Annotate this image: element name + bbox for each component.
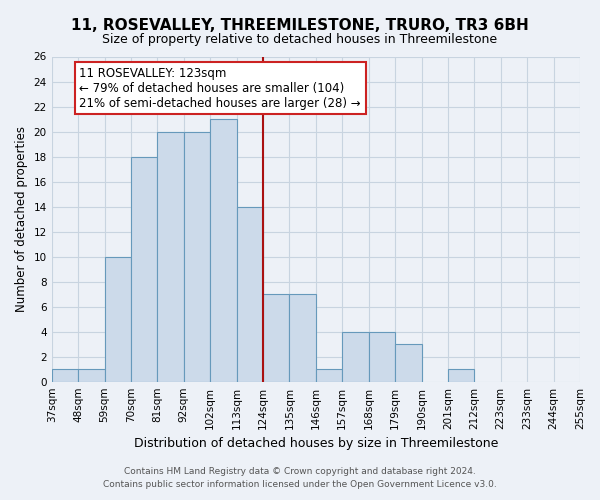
- Bar: [78, 369, 104, 382]
- Text: Contains HM Land Registry data © Crown copyright and database right 2024.
Contai: Contains HM Land Registry data © Crown c…: [103, 468, 497, 489]
- Text: Size of property relative to detached houses in Threemilestone: Size of property relative to detached ho…: [103, 32, 497, 46]
- Bar: [448, 369, 475, 382]
- Bar: [131, 156, 157, 382]
- Bar: [52, 369, 78, 382]
- Bar: [289, 294, 316, 382]
- Bar: [342, 332, 368, 382]
- Text: 11, ROSEVALLEY, THREEMILESTONE, TRURO, TR3 6BH: 11, ROSEVALLEY, THREEMILESTONE, TRURO, T…: [71, 18, 529, 32]
- Bar: [263, 294, 289, 382]
- Bar: [236, 206, 263, 382]
- Bar: [395, 344, 421, 382]
- Bar: [184, 132, 210, 382]
- Bar: [316, 369, 342, 382]
- Text: 11 ROSEVALLEY: 123sqm
← 79% of detached houses are smaller (104)
21% of semi-det: 11 ROSEVALLEY: 123sqm ← 79% of detached …: [79, 66, 361, 110]
- Bar: [157, 132, 184, 382]
- X-axis label: Distribution of detached houses by size in Threemilestone: Distribution of detached houses by size …: [134, 437, 498, 450]
- Bar: [104, 256, 131, 382]
- Y-axis label: Number of detached properties: Number of detached properties: [15, 126, 28, 312]
- Bar: [210, 119, 236, 382]
- Bar: [368, 332, 395, 382]
